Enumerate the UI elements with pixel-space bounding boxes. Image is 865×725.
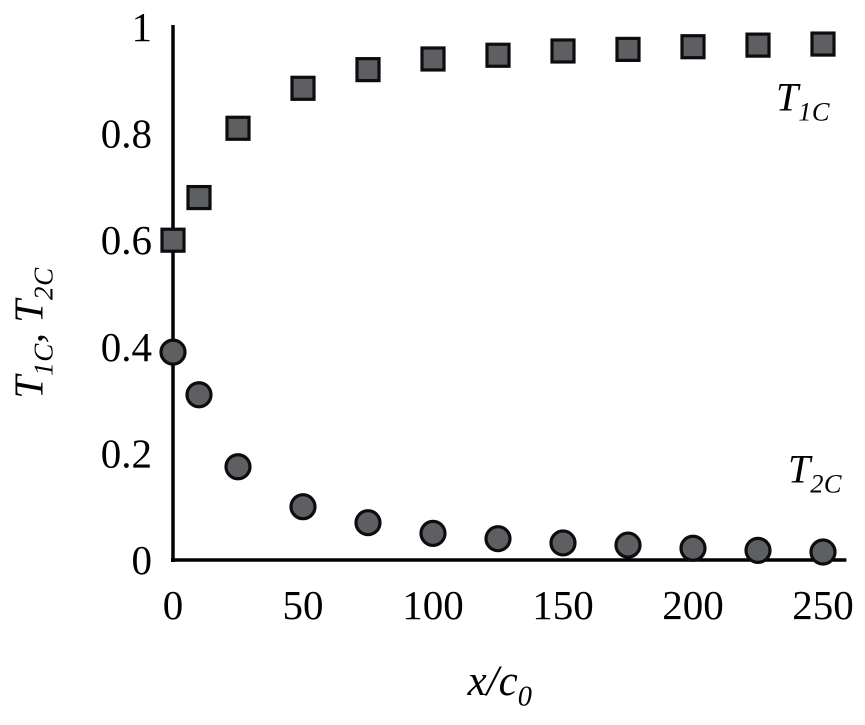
y-axis-title-t2: T <box>5 299 52 323</box>
y-axis-title-t2-subscript: 2C <box>28 267 59 300</box>
y-axis-title-t1-subscript: 1C <box>28 343 59 376</box>
marker-square-t_1c-x250 <box>810 31 836 57</box>
marker-circle-t_2c-x50 <box>289 493 317 521</box>
y-tick-label-0.6: 0.6 <box>101 217 152 263</box>
series-label-t1c-main: T <box>775 74 799 120</box>
y-tick-label-0.2: 0.2 <box>101 430 152 476</box>
marker-circle-t_2c-x125 <box>484 525 512 553</box>
x-axis-title-main: x/c <box>467 657 518 705</box>
series-label-t2c-main: T <box>787 446 811 492</box>
marker-square-t_1c-x100 <box>420 46 446 72</box>
x-tick-label-50: 50 <box>283 582 324 628</box>
marker-circle-t_2c-x10 <box>185 381 213 409</box>
marker-circle-t_2c-x0 <box>159 338 187 366</box>
y-axis-title: T1C, T2C <box>5 267 59 399</box>
marker-square-t_1c-x50 <box>290 75 316 101</box>
x-axis-title-subscript: 0 <box>517 681 533 713</box>
x-axis-title: x/c0 <box>468 660 533 712</box>
y-tick-label-0.4: 0.4 <box>101 324 152 370</box>
marker-square-t_1c-x75 <box>355 57 381 83</box>
y-tick-label-1: 1 <box>132 4 153 50</box>
marker-square-t_1c-x25 <box>225 115 251 141</box>
y-axis-title-t1: T <box>5 375 52 399</box>
marker-square-t_1c-x0 <box>160 227 186 253</box>
marker-square-t_1c-x175 <box>615 36 641 62</box>
marker-circle-t_2c-x200 <box>679 534 707 562</box>
marker-circle-t_2c-x100 <box>419 519 447 547</box>
marker-square-t_1c-x200 <box>680 34 706 60</box>
marker-circle-t_2c-x225 <box>744 536 772 565</box>
marker-circle-t_2c-x175 <box>614 531 642 559</box>
series-label-t1c-subscript: 1C <box>798 96 831 127</box>
x-tick-label-100: 100 <box>402 582 464 628</box>
series-label-t2c-subscript: 2C <box>810 468 843 499</box>
marker-square-t_1c-x125 <box>485 42 511 68</box>
marker-square-t_1c-x225 <box>745 32 771 58</box>
x-tick-label-200: 200 <box>662 582 724 628</box>
series-label-t2c: T2C <box>787 446 843 499</box>
series-label-t1c: T1C <box>775 74 831 127</box>
marker-circle-t_2c-x25 <box>224 453 252 481</box>
marker-square-t_1c-x10 <box>186 184 212 211</box>
marker-circle-t_2c-x75 <box>354 509 382 537</box>
y-tick-label-0.8: 0.8 <box>101 111 152 157</box>
marker-circle-t_2c-x250 <box>809 538 837 566</box>
y-axis-title-separator: , <box>5 322 52 344</box>
x-tick-label-250: 250 <box>792 582 854 628</box>
x-tick-label-0: 0 <box>163 582 184 628</box>
marker-circle-t_2c-x150 <box>549 529 577 557</box>
marker-square-t_1c-x150 <box>550 38 576 64</box>
x-tick-label-150: 150 <box>532 582 594 628</box>
y-tick-label-0: 0 <box>132 537 153 583</box>
